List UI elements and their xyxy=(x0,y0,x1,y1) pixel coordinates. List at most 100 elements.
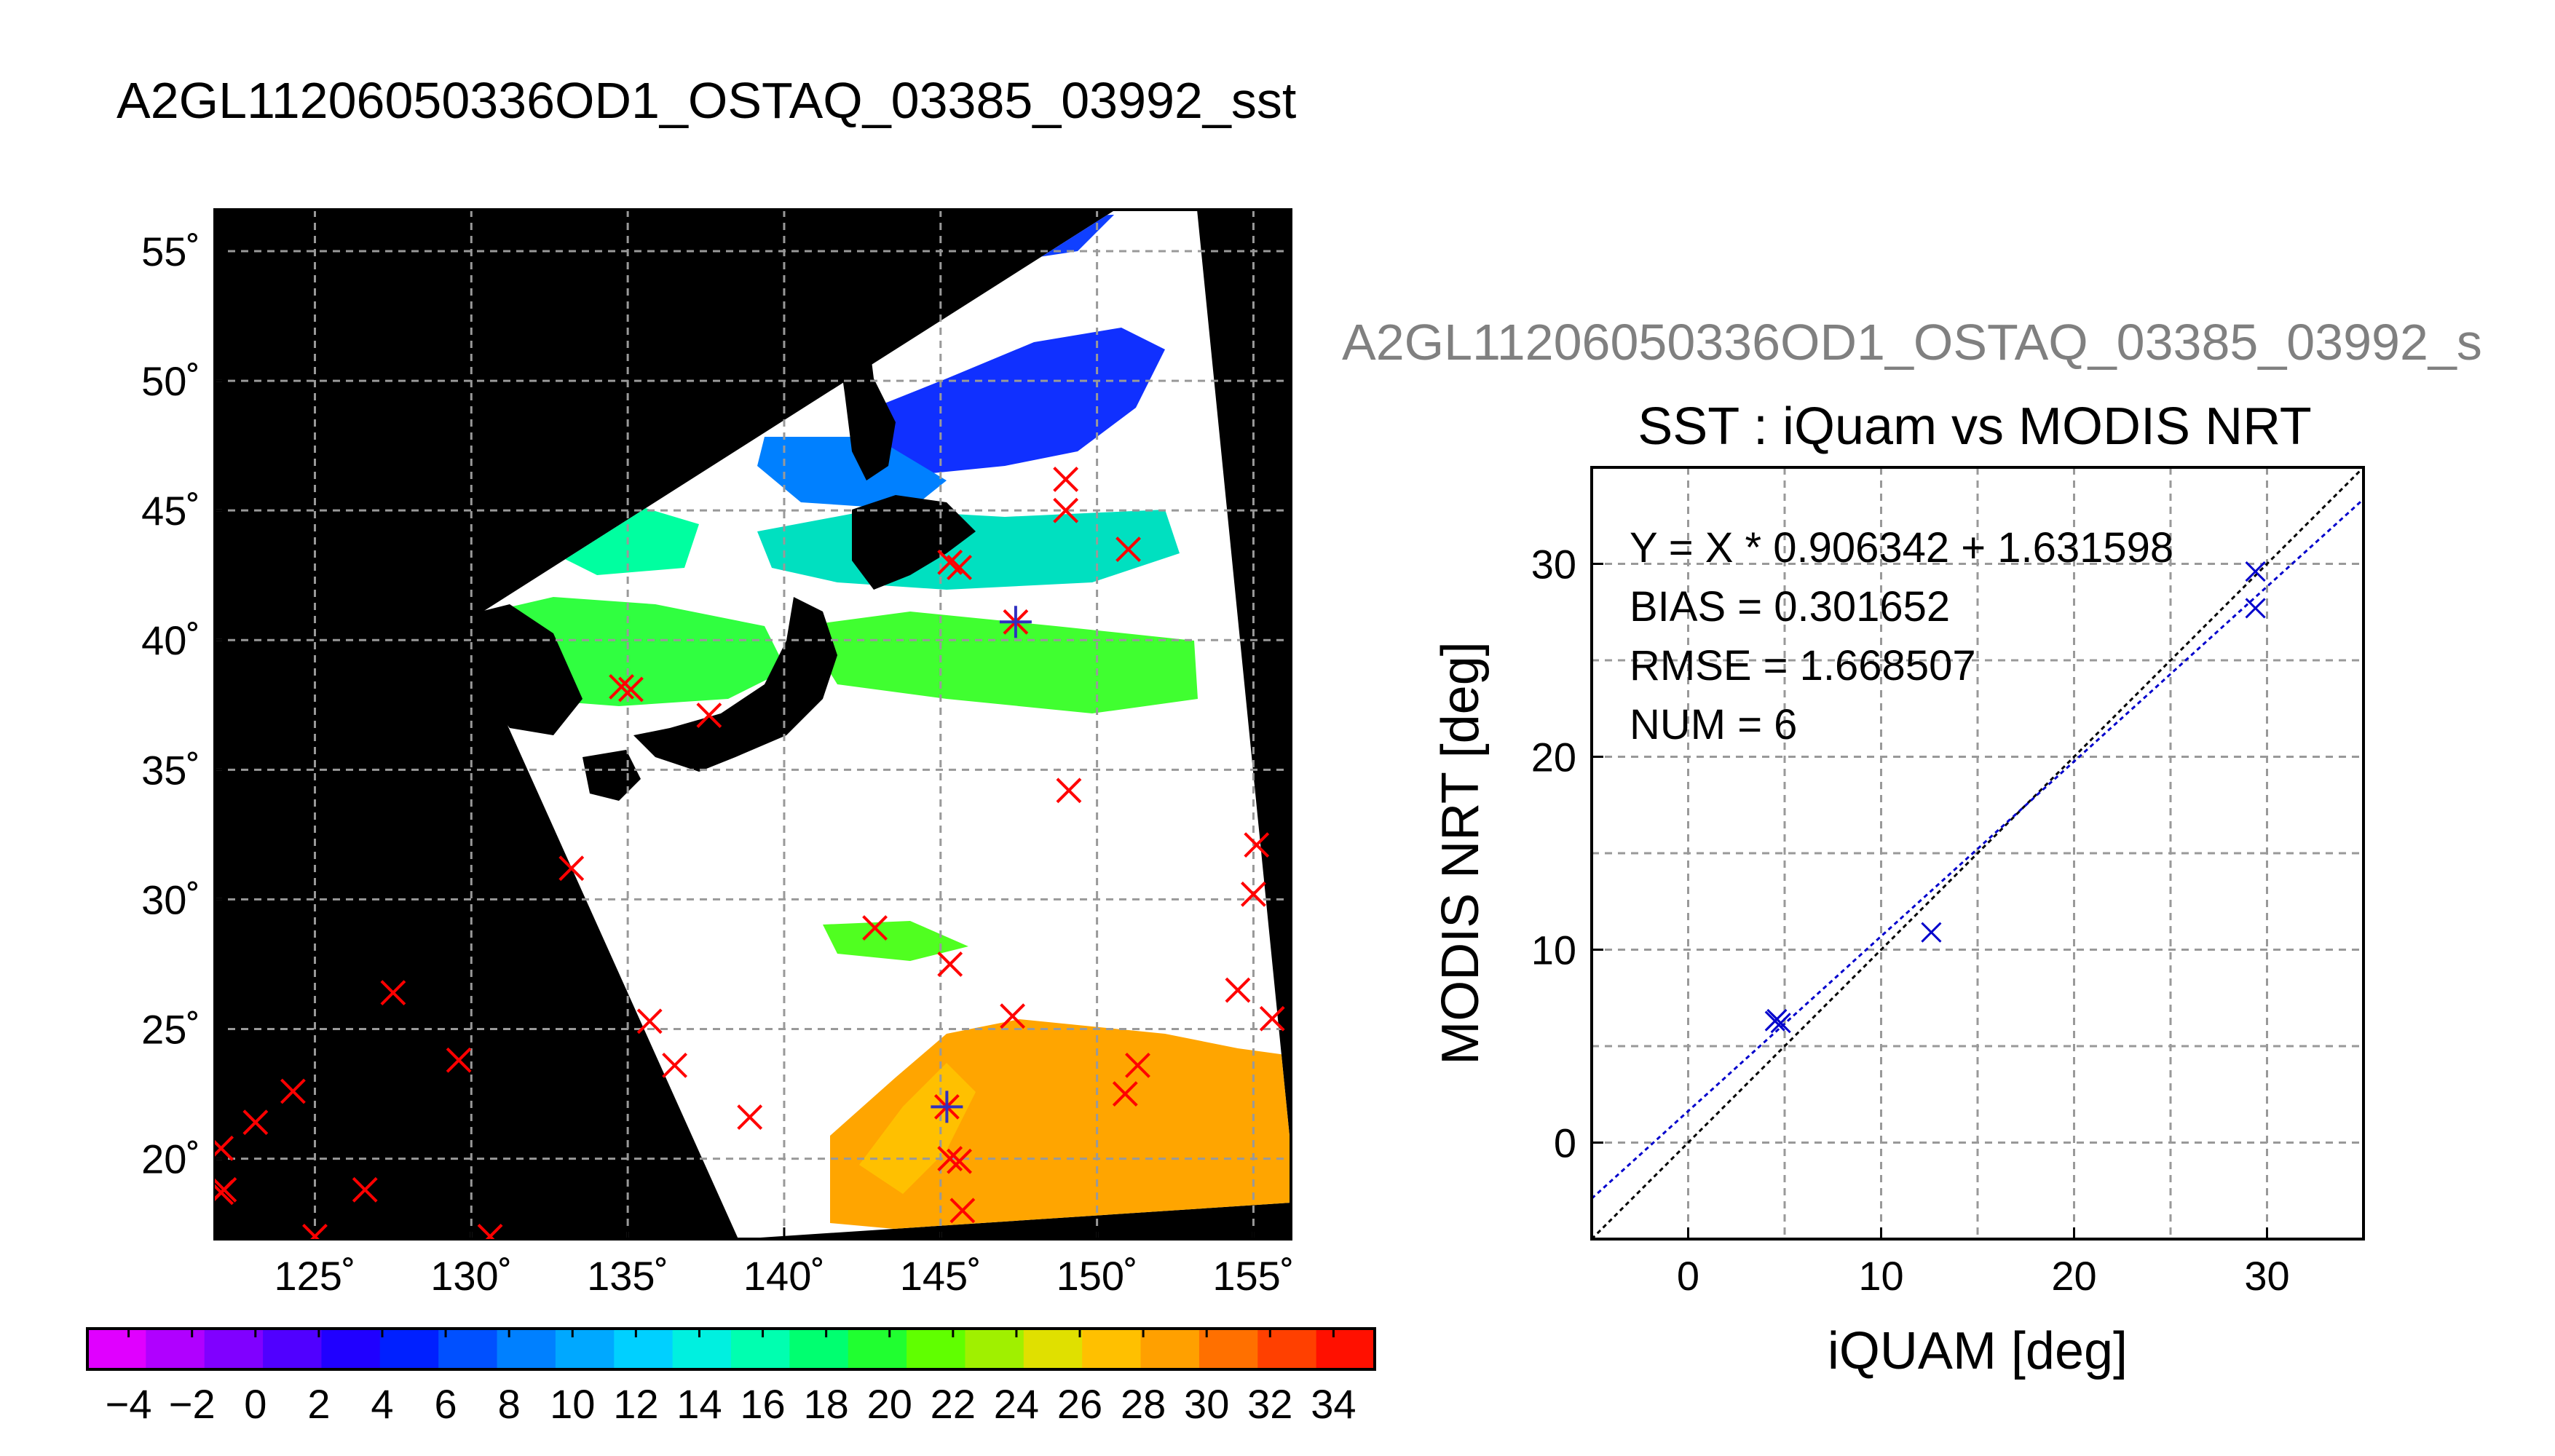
matchup-marker-stroke xyxy=(310,1224,328,1239)
land-korea xyxy=(451,604,583,735)
colorbar-swatch xyxy=(263,1329,322,1369)
matchup-marker xyxy=(1308,973,1331,997)
colorbar-tick-label: 8 xyxy=(498,1381,521,1427)
matchup-marker xyxy=(1125,1052,1150,1078)
matchup-marker-stroke xyxy=(352,1176,378,1203)
main-title: A2GL11206050336OD1_OSTAQ_03385_03992_sst xyxy=(117,72,1297,129)
map-lon-tick-label: 155˚ xyxy=(1212,1253,1294,1299)
colorbar-swatch xyxy=(1257,1329,1317,1369)
matchup-marker xyxy=(352,1176,378,1203)
colorbar-swatch xyxy=(1082,1329,1142,1369)
colorbar-swatch xyxy=(731,1329,790,1369)
matchup-marker-stroke xyxy=(280,1078,306,1104)
colorbar-swatch xyxy=(204,1329,264,1369)
matchup-marker xyxy=(215,1135,234,1161)
colorbar-tick-label: 26 xyxy=(1057,1381,1102,1427)
map-lon-tick-label: 125˚ xyxy=(274,1253,355,1299)
sst-green-band-east xyxy=(801,612,1198,713)
land-honshu xyxy=(633,597,837,772)
matchup-marker-stroke xyxy=(1259,1005,1285,1032)
scatter-file-title: A2GL11206050336OD1_OSTAQ_03385_03992_s xyxy=(1342,314,2482,371)
matchup-marker xyxy=(1244,832,1270,858)
colorbar-tick-label: 22 xyxy=(931,1381,976,1427)
matchup-marker xyxy=(1053,497,1079,523)
colorbar-swatch xyxy=(321,1329,381,1369)
matchup-marker xyxy=(618,676,644,703)
matchup-marker xyxy=(280,1078,306,1104)
matchup-marker xyxy=(947,1148,972,1174)
matchup-marker-stroke xyxy=(1053,467,1079,492)
sst-blue-east xyxy=(874,328,1165,473)
colorbar-swatch xyxy=(672,1329,732,1369)
matchup-marker xyxy=(477,1224,503,1239)
colorbar-tick-label: 0 xyxy=(244,1381,266,1427)
colorbar-tick-label: 28 xyxy=(1121,1381,1166,1427)
land-sakhalin xyxy=(830,291,896,480)
matchup-marker xyxy=(1259,1005,1285,1032)
matchup-highlight-marker xyxy=(999,606,1032,638)
matchup-marker-stroke xyxy=(215,1135,234,1157)
colorbar-tick-label: 24 xyxy=(994,1381,1039,1427)
colorbar-swatch xyxy=(438,1329,498,1369)
colorbar-swatch xyxy=(907,1329,965,1369)
colorbar-swatch xyxy=(614,1329,674,1369)
colorbar-swatch xyxy=(1023,1329,1083,1369)
matchup-marker-stroke xyxy=(636,1008,663,1034)
matchup-marker xyxy=(380,980,406,1006)
map-lon-tick-label: 130˚ xyxy=(430,1253,512,1299)
map-lat-tick-label: 20˚ xyxy=(141,1136,200,1182)
matchup-marker-stroke xyxy=(1053,497,1079,523)
matchup-marker-stroke xyxy=(485,1224,503,1239)
matchup-marker-stroke xyxy=(1308,973,1331,997)
matchup-marker xyxy=(947,555,972,580)
colorbar-tick-label: −2 xyxy=(169,1381,216,1427)
matchup-marker-stroke xyxy=(937,1146,963,1172)
matchup-marker-stroke xyxy=(609,673,634,700)
map-lon-tick-label: 135˚ xyxy=(587,1253,668,1299)
matchup-marker xyxy=(662,1052,688,1078)
colorbar-tick-label: 12 xyxy=(613,1381,658,1427)
matchup-marker-stroke xyxy=(1000,1003,1026,1029)
colorbar-frame xyxy=(86,1327,1376,1371)
matchup-marker-stroke xyxy=(1056,778,1082,804)
colorbar-tick-label: 2 xyxy=(307,1381,330,1427)
matchup-marker xyxy=(558,855,585,882)
colorbar-swatch xyxy=(1198,1329,1258,1369)
colorbar-swatch xyxy=(555,1329,615,1369)
matchup-marker xyxy=(1115,537,1141,562)
matchup-marker xyxy=(949,1198,976,1224)
matchup-marker-stroke xyxy=(737,1104,763,1131)
colorbar-swatch xyxy=(497,1329,556,1369)
colorbar-swatch xyxy=(379,1329,439,1369)
map-lat-tick-label: 45˚ xyxy=(141,488,200,534)
colorbar-swatch xyxy=(1316,1329,1375,1369)
matchup-marker-stroke xyxy=(862,915,888,941)
matchup-marker-stroke xyxy=(380,980,406,1006)
map-frame xyxy=(213,208,1292,1241)
matchup-marker xyxy=(696,703,722,728)
colorbar-tick-label: 34 xyxy=(1311,1381,1356,1427)
matchup-marker-stroke xyxy=(947,1148,972,1174)
colorbar: −4 −2 0 2 4 6 8 10 12 14 16 18 20 22 24 26 28 30 32 34 xyxy=(86,1327,1376,1427)
matchup-marker-stroke xyxy=(215,1176,237,1202)
matchup-marker xyxy=(215,1176,237,1203)
land-kyushu xyxy=(583,750,641,801)
matchup-marker-stroke xyxy=(937,951,963,977)
matchup-highlight-marker xyxy=(931,1091,963,1123)
matchup-marker-stroke xyxy=(947,555,972,580)
matchup-marker-stroke xyxy=(1244,832,1270,858)
matchup-marker-stroke xyxy=(937,549,963,575)
matchup-marker-stroke xyxy=(1241,881,1266,907)
matchup-marker-stroke xyxy=(618,676,644,703)
colorbar-tick-label: 14 xyxy=(676,1381,722,1427)
colorbar-tick-label: 32 xyxy=(1247,1381,1292,1427)
matchup-marker xyxy=(937,951,963,977)
colorbar-swatch xyxy=(848,1329,907,1369)
map-lon-tick-label: 140˚ xyxy=(743,1253,825,1299)
colorbar-tick-label: 18 xyxy=(803,1381,848,1427)
matchup-marker xyxy=(862,915,888,941)
swath-clouds xyxy=(462,210,1291,1239)
colorbar-tick-label: 16 xyxy=(740,1381,785,1427)
land-hokkaido xyxy=(852,495,976,590)
matchup-marker xyxy=(1241,881,1266,907)
